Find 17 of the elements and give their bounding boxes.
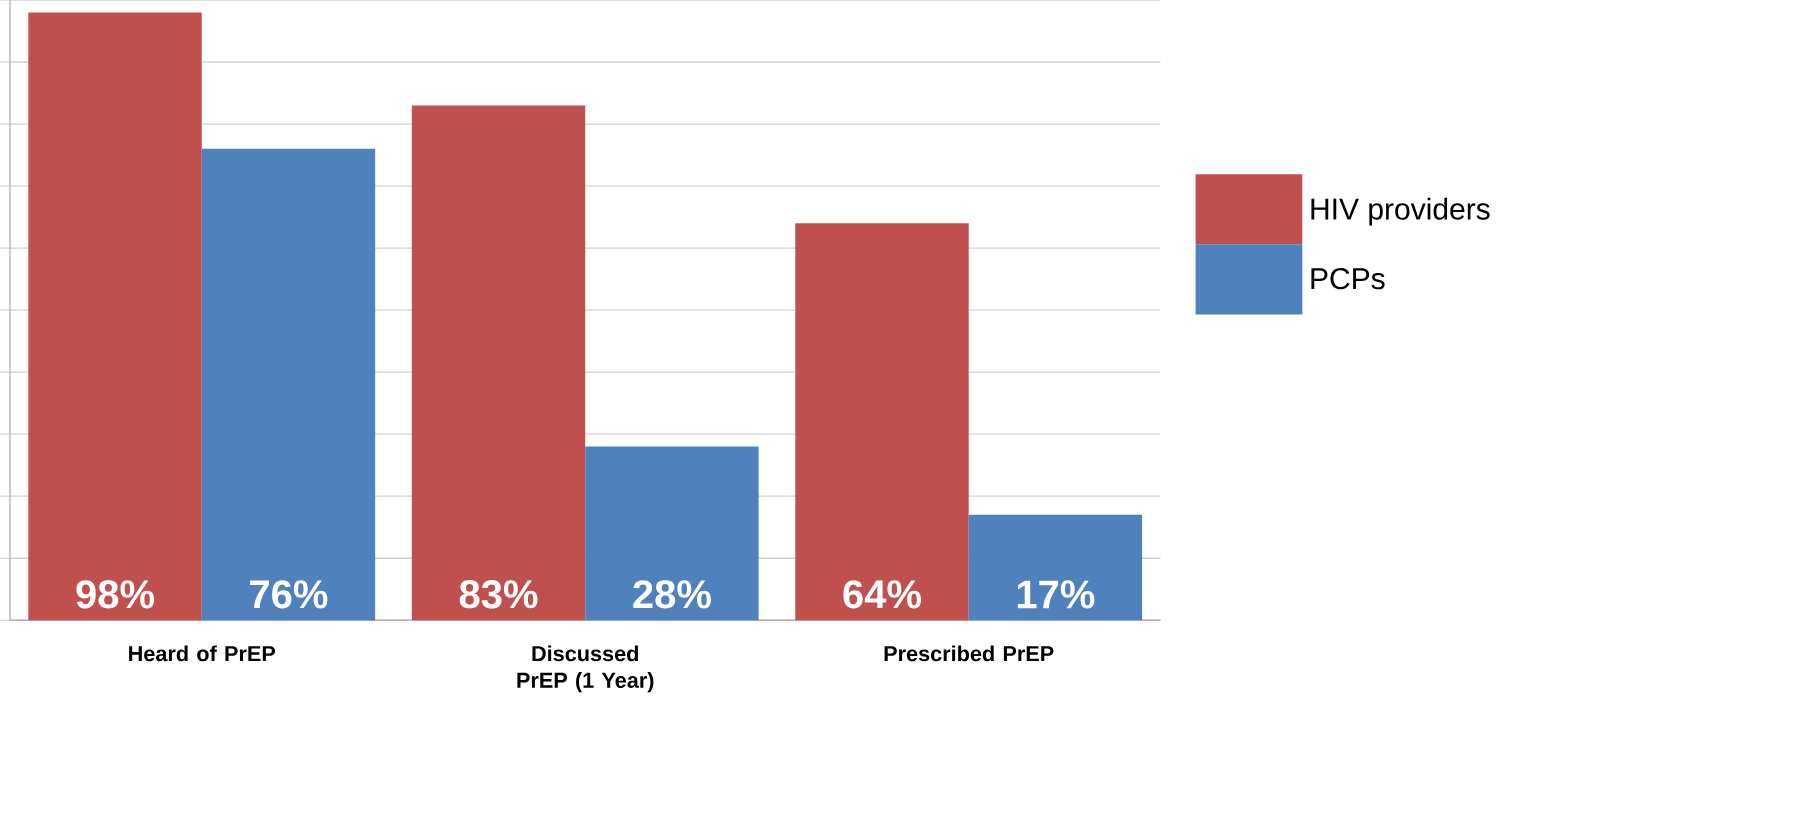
x-tick-label: Heard of PrEP xyxy=(129,645,276,662)
x-tick-label: Prescribed PrEP xyxy=(884,645,1054,662)
bar xyxy=(411,105,586,621)
data-label: 64% xyxy=(843,580,921,609)
bar xyxy=(795,223,969,621)
bar xyxy=(201,149,376,621)
bar xyxy=(28,12,202,621)
data-label: 98% xyxy=(76,580,155,609)
data-label: 28% xyxy=(633,580,711,609)
data-label: 17% xyxy=(1017,580,1095,609)
x-tick-label: Discussed PrEP (1 Year) xyxy=(517,645,654,693)
data-label: 83% xyxy=(459,580,538,609)
legend-label: PCPs xyxy=(1311,268,1385,290)
data-label: 76% xyxy=(250,580,328,609)
bar xyxy=(585,446,759,621)
legend-label: HIV providers xyxy=(1311,197,1490,226)
bar xyxy=(968,514,1143,621)
